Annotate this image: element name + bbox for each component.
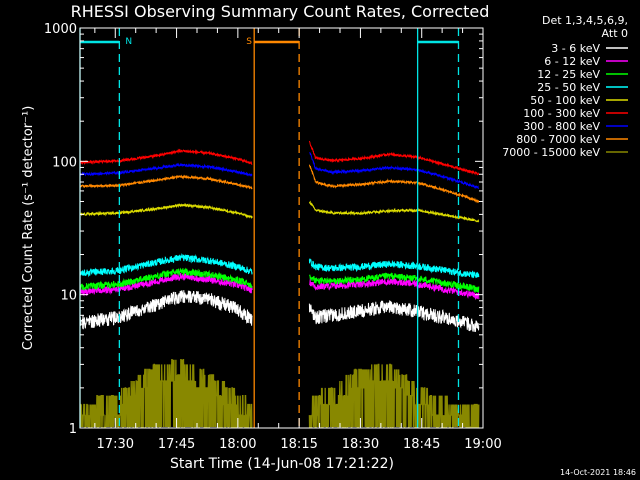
y-axis: 1 10 100 1000 (44, 22, 483, 437)
legend-label: 3 - 6 keV (551, 42, 600, 55)
footer-timestamp: 14-Oct-2021 18:46 (560, 468, 636, 477)
series-6-12-kev (79, 272, 480, 301)
series-800-7000-kev (79, 164, 480, 204)
y-axis-label: Corrected Count Rate (s⁻¹ detector⁻¹) (21, 106, 36, 351)
status-bar-label: N (125, 37, 132, 47)
series-line (79, 290, 253, 330)
x-tick-label: 18:15 (280, 437, 317, 452)
x-tick-label: 17:30 (97, 437, 134, 452)
series-12-25-kev (79, 267, 480, 294)
series-25-50-kev (79, 253, 480, 279)
legend-label: 50 - 100 keV (530, 94, 600, 107)
series-3-6-kev (79, 290, 480, 332)
legend-header-line2: Att 0 (602, 27, 628, 40)
legend-header-line1: Det 1,3,4,5,6,9, (542, 14, 628, 27)
series-layer (79, 140, 480, 428)
series-line (308, 200, 480, 223)
plot-frame (79, 27, 484, 429)
series-line (308, 363, 480, 428)
series-line (309, 277, 480, 301)
x-axis-label: Start Time (14-Jun-08 17:21:22) (170, 456, 394, 472)
series-100-300-kev (79, 140, 479, 176)
y-tick-label: 10 (60, 289, 77, 304)
y-tick-label: 1000 (44, 22, 77, 37)
series-50-100-kev (79, 200, 480, 223)
series-line (79, 174, 253, 190)
x-tick-label: 18:30 (342, 437, 379, 452)
legend-label: 25 - 50 keV (537, 81, 600, 94)
series-7000-15000-kev (80, 359, 480, 428)
series-line (308, 152, 480, 190)
legend-label: 7000 - 15000 keV (502, 146, 600, 159)
series-line (79, 148, 253, 166)
series-line (79, 202, 253, 219)
chart-title: RHESSI Observing Summary Count Rates, Co… (71, 2, 490, 21)
legend-label: 300 - 800 keV (523, 120, 600, 133)
legend-label: 12 - 25 keV (537, 68, 600, 81)
x-tick-label: 18:00 (219, 437, 256, 452)
series-line (79, 253, 253, 278)
y-tick-label: 100 (52, 155, 77, 170)
x-axis: 17:30 17:45 18:00 18:15 18:30 18:45 19:00 (94, 28, 502, 452)
legend-label: 800 - 7000 keV (516, 133, 600, 146)
x-tick-label: 18:45 (403, 437, 440, 452)
series-line (308, 300, 480, 332)
series-line (80, 359, 253, 428)
series-line (308, 258, 480, 279)
legend-label: 100 - 300 keV (523, 107, 600, 120)
series-line (308, 164, 480, 204)
series-300-800-kev (79, 152, 480, 190)
legend-label: 6 - 12 keV (544, 55, 600, 68)
status-bar-label: S (246, 37, 252, 47)
series-line (79, 272, 253, 297)
series-line (308, 140, 479, 176)
series-line (309, 272, 480, 294)
x-tick-label: 19:00 (464, 437, 501, 452)
y-tick-label: 1 (69, 422, 77, 437)
series-line (79, 162, 253, 178)
series-line (79, 267, 253, 292)
x-tick-label: 17:45 (158, 437, 195, 452)
